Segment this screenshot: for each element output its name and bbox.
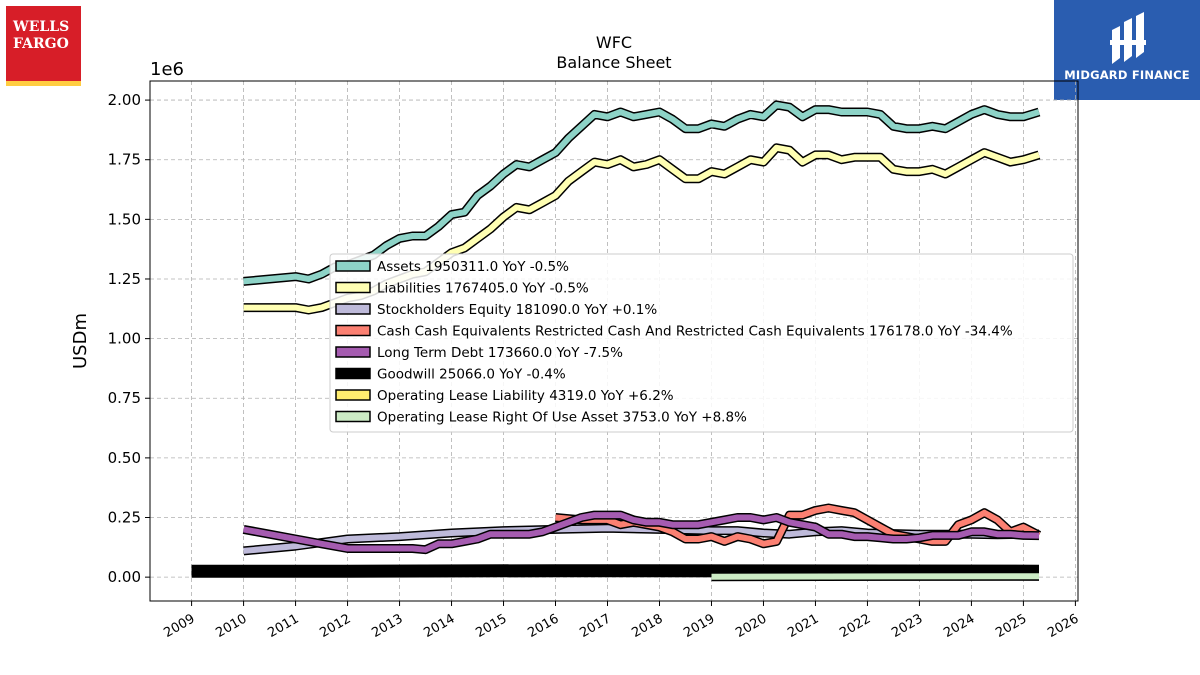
legend-entry: Operating Lease Liability 4319.0 YoY +6.… [377,388,674,404]
y-tick-label: 0.75 [108,389,141,407]
y-tick-label: 1.75 [108,151,141,169]
chart-subtitle: Balance Sheet [556,53,671,72]
y-tick-label: 2.00 [108,91,141,109]
legend-entry: Cash Cash Equivalents Restricted Cash An… [377,324,1013,340]
x-tick-label: 2017 [577,611,613,641]
legend-swatch [335,324,371,337]
y-scale-label: 1e6 [150,59,184,80]
x-tick-label: 2021 [785,611,821,641]
legend-entry: Assets 1950311.0 YoY -0.5% [377,259,569,275]
legend: Assets 1950311.0 YoY -0.5% Liabilities 17… [329,253,1074,433]
y-axis-label: USDm [70,313,91,369]
legend-swatch [335,260,371,272]
x-tick-label: 2023 [889,611,925,641]
series-line [711,573,1040,580]
midgard-finance-logo: MIDGARD FINANCE [1054,0,1200,100]
x-tick-label: 2015 [473,611,509,641]
x-tick-label: 2018 [629,611,665,641]
y-tick-label: 1.00 [108,330,141,348]
series-line [243,512,1040,553]
x-tick-label: 2020 [733,611,769,641]
y-tick-label: 1.25 [108,270,141,288]
legend-swatch [335,303,371,315]
series-assets [243,100,1041,286]
legend-entry: Liabilities 1767405.0 YoY -0.5% [377,281,589,297]
series-operating-lease-right-of-use-asset [711,571,1040,582]
logo-line-2: FARGO [13,36,69,52]
y-tick-label: 0.25 [108,509,141,527]
legend-swatch [335,281,371,294]
legend-box [329,253,1074,433]
plot-frame [149,80,1079,602]
x-tick-label: 2010 [213,611,249,641]
x-tick-label: 2016 [525,611,561,641]
series-goodwill [191,564,1040,578]
x-tick-label: 2012 [317,611,353,641]
x-tick-label: 2014 [421,611,457,641]
legend-entry: Operating Lease Right Of Use Asset 3753.… [377,410,747,426]
x-tick-label: 2026 [1045,611,1081,641]
legend-swatch [335,410,371,423]
midgard-finance-wordmark: MIDGARD FINANCE [1064,68,1190,82]
y-tick-label: 0.00 [108,568,141,586]
x-tick-label: 2009 [161,611,197,641]
legend-swatch [335,367,371,380]
legend-entry: Stockholders Equity 181090.0 YoY +0.1% [377,302,657,318]
series-line [191,565,1040,577]
x-tick-label: 2022 [837,611,873,641]
series-line [243,101,1040,285]
x-tick-label: 2011 [265,611,301,641]
x-tick-label: 2025 [993,611,1029,641]
x-tick-label: 2013 [369,611,405,641]
x-tick-label: 2024 [941,611,977,641]
logo-line-1: WELLS [13,19,70,35]
wells-fargo-logo: WELLS FARGO [6,6,81,86]
legend-swatch [335,389,371,401]
series-long-term-debt [242,510,1040,555]
y-tick-label: 0.50 [108,449,141,467]
legend-swatch [335,346,371,358]
chart-title: WFC [596,33,632,52]
midgard-mark-icon [1110,12,1146,64]
legend-entry: Goodwill 25066.0 YoY -0.4% [377,367,566,383]
y-tick-label: 1.50 [108,210,141,228]
legend-entry: Long Term Debt 173660.0 YoY -7.5% [377,345,623,361]
x-tick-label: 2019 [681,611,717,641]
